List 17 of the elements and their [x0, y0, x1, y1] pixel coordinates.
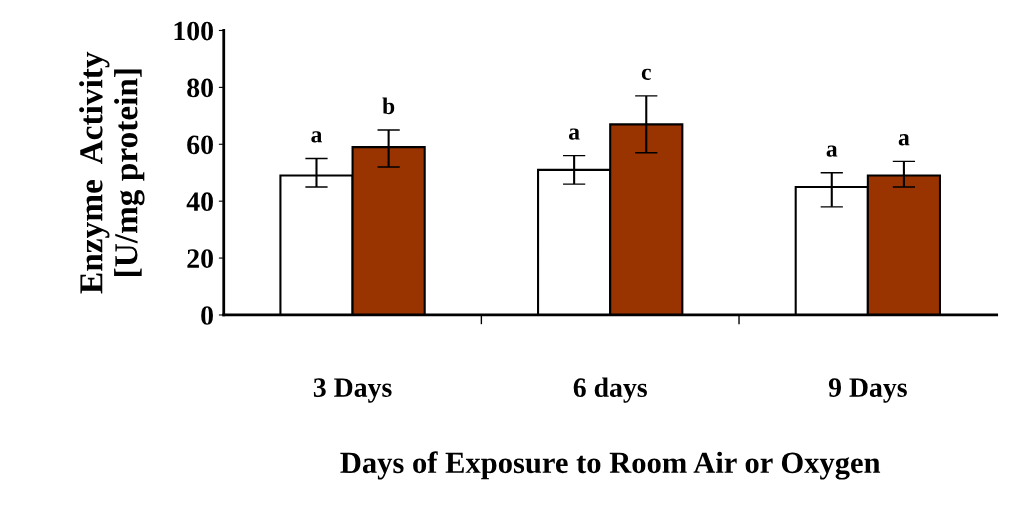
data-label: a [568, 128, 580, 140]
x-tick-label: 9 Days [828, 378, 907, 403]
y-tick-label: 100 [174, 21, 213, 41]
y-tick-label: 60 [187, 135, 213, 155]
y-tick-label: 20 [187, 249, 213, 268]
y-tick-label: 80 [187, 78, 213, 98]
data-label: a [898, 134, 910, 146]
data-label: b [382, 97, 395, 115]
x-tick-label: 3 Days [313, 378, 392, 403]
y-axis-title: Enzyme Activity [U/mg protein] [79, 51, 145, 294]
x-tick-label: 6 days [573, 377, 647, 403]
data-label: a [311, 131, 323, 143]
y-tick-label: 0 [201, 306, 213, 325]
data-label: c [641, 68, 651, 80]
y-tick-label: 40 [186, 192, 213, 212]
x-axis-title: Days of Exposure to Room Air or Oxygen [340, 451, 881, 480]
data-label: a [826, 145, 838, 157]
